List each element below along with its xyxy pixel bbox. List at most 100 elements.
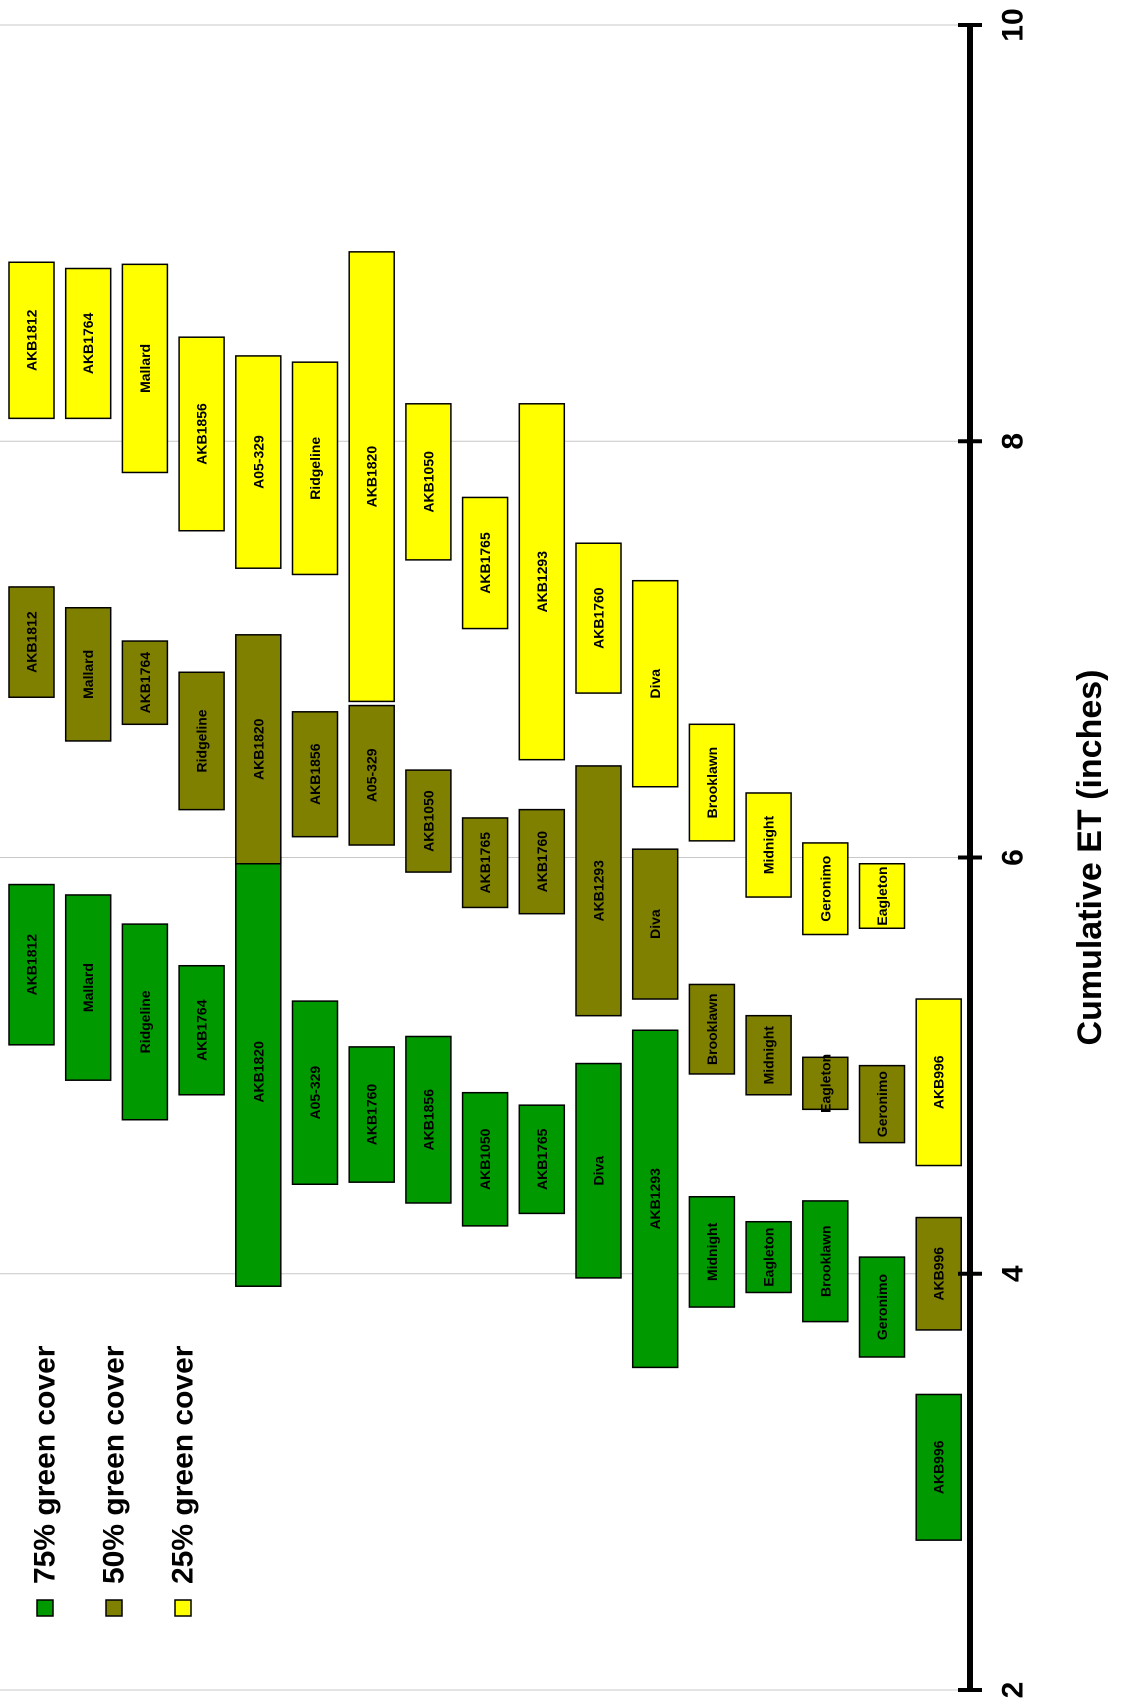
bar-label: AKB1812	[24, 611, 40, 673]
bar	[178, 964, 225, 1096]
bar	[8, 261, 55, 420]
bar-label: AKB1856	[194, 403, 210, 465]
bar-label: A05-329	[250, 435, 266, 489]
bar-label: AKB1765	[477, 832, 493, 894]
bar	[802, 1056, 849, 1111]
bar	[348, 251, 395, 703]
bar-label: AKB1765	[477, 532, 493, 594]
bar	[858, 1256, 906, 1358]
bar-label: Eagleton	[817, 1054, 833, 1113]
bar	[8, 586, 55, 698]
bar-label: AKB1764	[137, 652, 153, 714]
bar-label: Geronimo	[817, 856, 833, 922]
tick-label: 10	[997, 8, 1030, 41]
bar-label: AKB1764	[194, 999, 210, 1061]
bar-label: Brooklawn	[704, 993, 720, 1065]
legend-swatch	[174, 1599, 192, 1617]
bar-label: AKB1764	[80, 312, 96, 374]
bar	[575, 1062, 622, 1279]
bar-label: AKB1812	[24, 934, 40, 996]
bar	[802, 1200, 849, 1323]
tick-label: 2	[997, 1682, 1030, 1699]
bar-label: AKB1760	[364, 1084, 380, 1146]
bar-label: AKB996	[931, 1055, 947, 1109]
bar	[8, 883, 55, 1046]
bar-label: Geronimo	[874, 1071, 890, 1137]
bar	[235, 856, 282, 1287]
bar-label: Diva	[591, 1156, 607, 1186]
bar-label: AKB1856	[420, 1089, 436, 1151]
bar	[121, 640, 169, 726]
bar	[745, 792, 792, 898]
bar	[405, 403, 452, 561]
bar	[64, 894, 112, 1081]
bar-label: Mallard	[80, 650, 96, 699]
bar-label: AKB1050	[420, 451, 436, 513]
bar	[858, 862, 906, 930]
bar-label: AKB1765	[534, 1128, 550, 1190]
bar	[518, 808, 566, 915]
bar	[858, 1064, 906, 1144]
bar	[121, 923, 169, 1121]
bar	[461, 817, 509, 909]
bar	[291, 711, 339, 838]
tick-label: 6	[997, 849, 1030, 866]
bar-label: Brooklawn	[817, 1225, 833, 1297]
bar	[631, 848, 679, 1000]
bar	[405, 1035, 452, 1204]
legend-label: 50% green cover	[98, 1345, 131, 1584]
legend-swatch	[105, 1599, 123, 1617]
bar-label: A05-329	[364, 748, 380, 802]
bar-label: AKB1760	[534, 831, 550, 893]
bar	[915, 998, 962, 1167]
tick-label: 8	[997, 433, 1030, 450]
bar	[688, 1195, 736, 1308]
bar	[64, 607, 112, 742]
bar	[575, 542, 622, 694]
bar	[235, 355, 282, 569]
bar	[915, 1216, 962, 1331]
bar-label: AKB1050	[477, 1128, 493, 1190]
bar	[461, 1091, 509, 1227]
bar-label: AKB1856	[307, 743, 323, 805]
bar	[64, 267, 112, 420]
bar-label: Diva	[647, 909, 663, 939]
bar	[631, 1029, 679, 1369]
bar	[631, 579, 679, 788]
bar	[291, 361, 339, 576]
bar-label: AKB1820	[364, 446, 380, 508]
bar	[802, 842, 849, 936]
bar-label: Mallard	[80, 963, 96, 1012]
bar	[575, 765, 622, 1017]
bar-label: AKB1293	[647, 1168, 663, 1230]
bar	[235, 634, 282, 865]
bar-label: AKB996	[931, 1247, 947, 1301]
bar	[745, 1014, 792, 1096]
bar-label: Midnight	[761, 1026, 777, 1085]
tick-label: 4	[997, 1265, 1030, 1282]
bar	[688, 723, 736, 842]
bar	[291, 1000, 339, 1186]
legend-swatch	[36, 1599, 54, 1617]
bar-label: AKB1820	[250, 1041, 266, 1103]
bar-label: AKB1293	[591, 860, 607, 922]
bar-label: Eagleton	[874, 866, 890, 925]
bar-label: AKB1293	[534, 551, 550, 613]
bar-label: Diva	[647, 669, 663, 699]
bar-label: Geronimo	[874, 1274, 890, 1340]
value-axis: 2 4 6 8 10	[958, 8, 1030, 1698]
bar	[121, 263, 169, 474]
bar-label: Eagleton	[761, 1228, 777, 1287]
bar-label: AKB1760	[591, 587, 607, 649]
bar-label: AKB1820	[250, 718, 266, 780]
bar-label: Midnight	[761, 816, 777, 875]
bar-label: Midnight	[704, 1222, 720, 1281]
bar	[348, 704, 395, 846]
bar-label: AKB1050	[420, 790, 436, 852]
bar	[518, 403, 566, 761]
bars: AKB1812 AKB1812 AKB1812 Mallard Mallard AKB17…	[8, 251, 962, 1541]
bar-label: Mallard	[137, 344, 153, 393]
legend: 75% green cover 50% green cover 25% green …	[29, 1345, 200, 1617]
bar-label: AKB1812	[24, 309, 40, 371]
